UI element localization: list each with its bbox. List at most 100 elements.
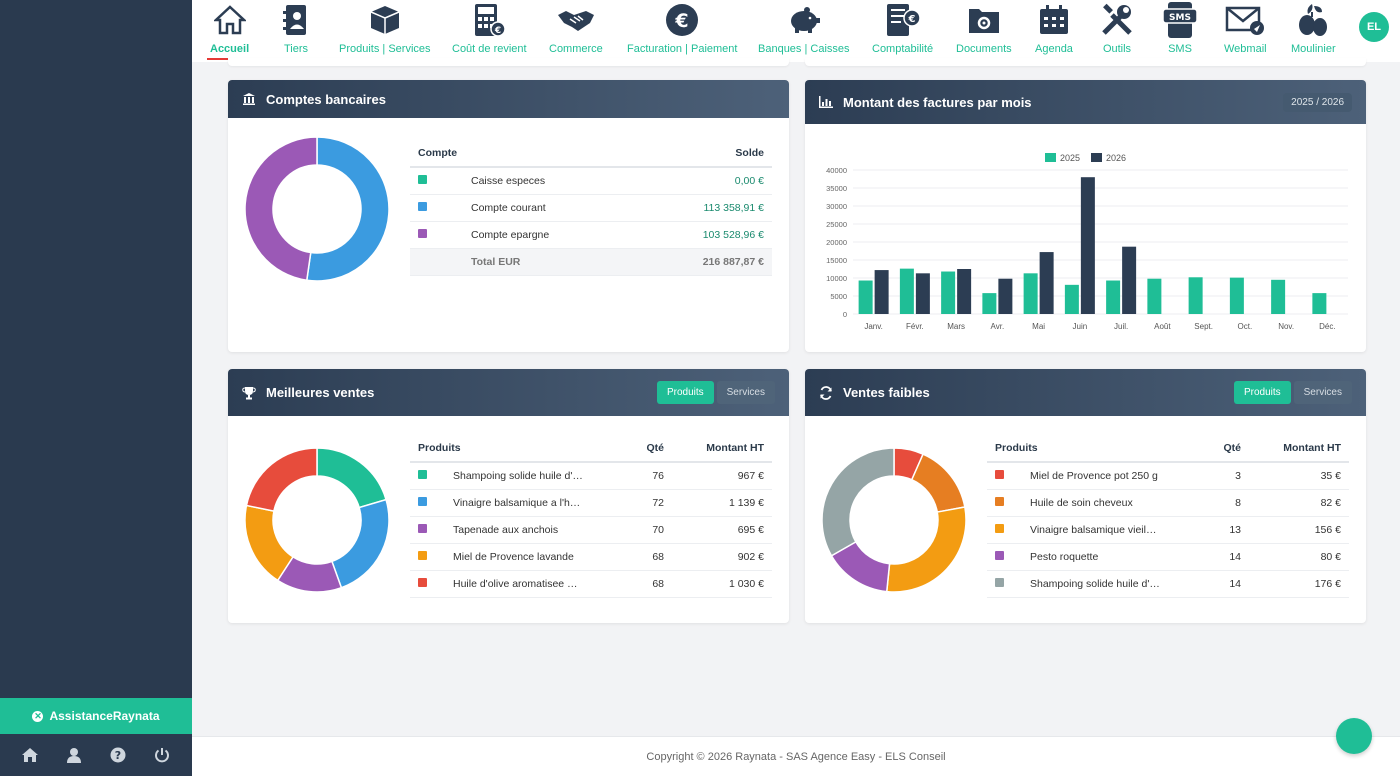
nav-sms[interactable]: SMS SMS [1162, 2, 1198, 60]
piggy-bank-icon [787, 2, 821, 38]
donut-slice-2[interactable] [885, 506, 967, 593]
product-name: Huile de soin cheveux [1012, 489, 1208, 517]
folder-gear-icon [967, 2, 1001, 38]
donut-slice-2[interactable] [244, 136, 318, 282]
nav-accueil[interactable]: Accueil [207, 2, 253, 60]
bar-2025-6[interactable] [1106, 280, 1121, 314]
nav-outils[interactable]: Outils [1100, 2, 1134, 60]
donut-slice-0[interactable] [316, 447, 387, 509]
bar-2025-7[interactable] [1147, 278, 1162, 314]
color-cell [410, 516, 435, 544]
bar-2026-0[interactable] [874, 270, 889, 314]
nav-produits-services[interactable]: Produits | Services [339, 2, 431, 60]
bar-2025-10[interactable] [1271, 279, 1286, 314]
home-icon[interactable] [18, 743, 42, 767]
services-tab-button[interactable]: Services [1293, 381, 1352, 404]
bar-2025-0[interactable] [858, 280, 873, 314]
bar-2025-9[interactable] [1229, 277, 1244, 314]
nav-moulinier[interactable]: Moulinier [1291, 2, 1336, 60]
product-qty: 68 [630, 570, 672, 598]
table-row[interactable]: Tapenade aux anchois 70 695 € [410, 516, 772, 544]
donut-slice-4[interactable] [821, 447, 895, 557]
bar-chart-icon [819, 96, 833, 108]
nav-agenda[interactable]: Agenda [1035, 2, 1073, 60]
floating-action-button[interactable] [1336, 718, 1372, 754]
y-tick-label: 0 [843, 310, 847, 319]
donut-slice-1[interactable] [910, 453, 966, 513]
products-tab-button[interactable]: Produits [1233, 381, 1291, 404]
y-tick-label: 10000 [826, 274, 847, 283]
donut-slice-1[interactable] [330, 498, 390, 589]
table-row[interactable]: Huile de soin cheveux 8 82 € [987, 489, 1349, 517]
bar-2025-1[interactable] [899, 268, 914, 314]
bar-2025-2[interactable] [941, 271, 956, 314]
donut-slice-3[interactable] [244, 504, 295, 582]
col-produits: Produits [987, 435, 1208, 463]
product-service-toggle: Produits Services [1233, 381, 1352, 404]
bar-2026-2[interactable] [957, 269, 972, 314]
card-header: Meilleures ventes Produits Services [228, 369, 789, 416]
nav-documents[interactable]: Documents [956, 2, 1012, 60]
table-row[interactable]: Compte epargne 103 528,96 € [410, 221, 772, 249]
legend-label: 2026 [1106, 153, 1126, 163]
bar-2026-3[interactable] [998, 278, 1013, 314]
bar-2025-11[interactable] [1312, 293, 1327, 314]
products-tab-button[interactable]: Produits [656, 381, 714, 404]
nav-tiers[interactable]: Tiers [282, 2, 310, 60]
nav-comptabilite[interactable]: € Comptabilité [872, 2, 933, 60]
table-row[interactable]: Huile d'olive aromatisee … 68 1 030 € [410, 570, 772, 598]
bar-2025-3[interactable] [982, 293, 997, 314]
table-row[interactable]: Compte courant 113 358,91 € [410, 194, 772, 222]
user-icon[interactable] [62, 743, 86, 767]
nav-cout-de-revient[interactable]: € Coût de revient [452, 2, 527, 60]
product-amount: 35 € [1249, 462, 1349, 490]
table-row[interactable]: Caisse especes 0,00 € [410, 167, 772, 195]
nav-commerce[interactable]: Commerce [549, 2, 603, 60]
table-row[interactable]: Miel de Provence pot 250 g 3 35 € [987, 462, 1349, 490]
product-amount: 902 € [672, 543, 772, 571]
color-cell [410, 462, 435, 490]
donut-slice-1[interactable] [305, 136, 390, 282]
product-service-toggle: Produits Services [656, 381, 775, 404]
account-name-cell: Caisse especes [410, 167, 648, 195]
table-row[interactable]: Pesto roquette 14 80 € [987, 543, 1349, 571]
y-tick-label: 25000 [826, 220, 847, 229]
panel-edge [228, 58, 789, 66]
y-tick-label: 35000 [826, 184, 847, 193]
assistance-button[interactable]: ✕ AssistanceRaynata [0, 698, 192, 734]
period-badge[interactable]: 2025 / 2026 [1283, 92, 1352, 112]
bar-2025-4[interactable] [1023, 273, 1038, 314]
power-icon[interactable] [150, 743, 174, 767]
best-sales-card: Meilleures ventes Produits Services Prod… [228, 369, 789, 623]
col-solde: Solde [647, 140, 772, 168]
table-row[interactable]: Vinaigre balsamique a l'h… 72 1 139 € [410, 489, 772, 517]
nav-banques-caisses[interactable]: Banques | Caisses [758, 2, 850, 60]
product-qty: 3 [1207, 462, 1249, 490]
product-name: Tapenade aux anchois [435, 516, 631, 544]
bar-2026-5[interactable] [1080, 177, 1095, 314]
y-tick-label: 40000 [826, 166, 847, 175]
bar-2025-5[interactable] [1064, 284, 1079, 314]
donut-slice-4[interactable] [245, 447, 318, 512]
nav-facturation-paiement[interactable]: € Facturation | Paiement [627, 2, 737, 60]
legend-swatch [418, 175, 427, 184]
sms-icon: SMS [1162, 2, 1198, 38]
user-avatar[interactable]: EL [1359, 12, 1389, 42]
x-tick-label: Nov. [1278, 322, 1294, 331]
product-name: Vinaigre balsamique a l'h… [435, 489, 631, 517]
table-row[interactable]: Vinaigre balsamique vieil… 13 156 € [987, 516, 1349, 544]
bar-2026-4[interactable] [1039, 252, 1054, 314]
table-row[interactable]: Shampoing solide huile d'… 76 967 € [410, 462, 772, 490]
bar-2026-6[interactable] [1122, 246, 1137, 314]
bar-2025-8[interactable] [1188, 277, 1203, 314]
nav-webmail[interactable]: Webmail [1224, 2, 1267, 60]
table-row[interactable]: Miel de Provence lavande 68 902 € [410, 543, 772, 571]
sidebar: ✕ AssistanceRaynata ? [0, 0, 192, 776]
services-tab-button[interactable]: Services [716, 381, 775, 404]
bar-2026-1[interactable] [915, 273, 930, 314]
help-icon[interactable]: ? [106, 743, 130, 767]
color-cell [987, 570, 1012, 598]
invoices-chart-card: Montant des factures par mois 2025 / 202… [805, 80, 1366, 352]
table-row[interactable]: Shampoing solide huile d'… 14 176 € [987, 570, 1349, 598]
color-cell [410, 489, 435, 517]
